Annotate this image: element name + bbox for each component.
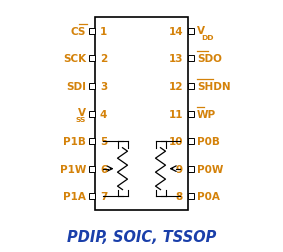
Bar bbox=[188, 111, 194, 117]
Bar bbox=[89, 166, 95, 172]
Bar bbox=[89, 139, 95, 144]
Text: PDIP, SOIC, TSSOP: PDIP, SOIC, TSSOP bbox=[67, 229, 216, 244]
Bar bbox=[89, 194, 95, 199]
Text: 4: 4 bbox=[100, 109, 107, 119]
Text: P0B: P0B bbox=[197, 137, 220, 146]
Bar bbox=[89, 111, 95, 117]
Text: 7: 7 bbox=[100, 192, 107, 201]
Text: SCK: SCK bbox=[63, 54, 86, 64]
Text: SDO: SDO bbox=[197, 54, 222, 64]
Text: 1: 1 bbox=[100, 27, 107, 37]
Text: 6: 6 bbox=[100, 164, 107, 174]
Text: 11: 11 bbox=[168, 109, 183, 119]
Bar bbox=[188, 56, 194, 62]
Text: P1A: P1A bbox=[63, 192, 86, 201]
Text: 3: 3 bbox=[100, 82, 107, 91]
Text: P1B: P1B bbox=[63, 137, 86, 146]
Text: WP: WP bbox=[197, 109, 216, 119]
Bar bbox=[95, 18, 188, 210]
Bar bbox=[188, 84, 194, 89]
Text: 9: 9 bbox=[176, 164, 183, 174]
Text: V: V bbox=[78, 108, 86, 118]
Text: 13: 13 bbox=[168, 54, 183, 64]
Bar bbox=[188, 29, 194, 35]
Text: CS: CS bbox=[71, 27, 86, 37]
Text: 2: 2 bbox=[100, 54, 107, 64]
Bar bbox=[188, 139, 194, 144]
Bar bbox=[188, 194, 194, 199]
Text: 12: 12 bbox=[168, 82, 183, 91]
Text: 10: 10 bbox=[168, 137, 183, 146]
Text: DD: DD bbox=[201, 35, 214, 41]
Bar bbox=[89, 84, 95, 89]
Text: 8: 8 bbox=[176, 192, 183, 201]
Text: P1W: P1W bbox=[60, 164, 86, 174]
Text: 14: 14 bbox=[168, 27, 183, 37]
Bar bbox=[188, 166, 194, 172]
Text: SHDN: SHDN bbox=[197, 82, 231, 91]
Text: P0W: P0W bbox=[197, 164, 223, 174]
Text: P0A: P0A bbox=[197, 192, 220, 201]
Bar bbox=[89, 29, 95, 35]
Text: 5: 5 bbox=[100, 137, 107, 146]
Text: SDI: SDI bbox=[66, 82, 86, 91]
Text: SS: SS bbox=[75, 117, 85, 123]
Text: V: V bbox=[197, 26, 205, 36]
Bar bbox=[89, 56, 95, 62]
